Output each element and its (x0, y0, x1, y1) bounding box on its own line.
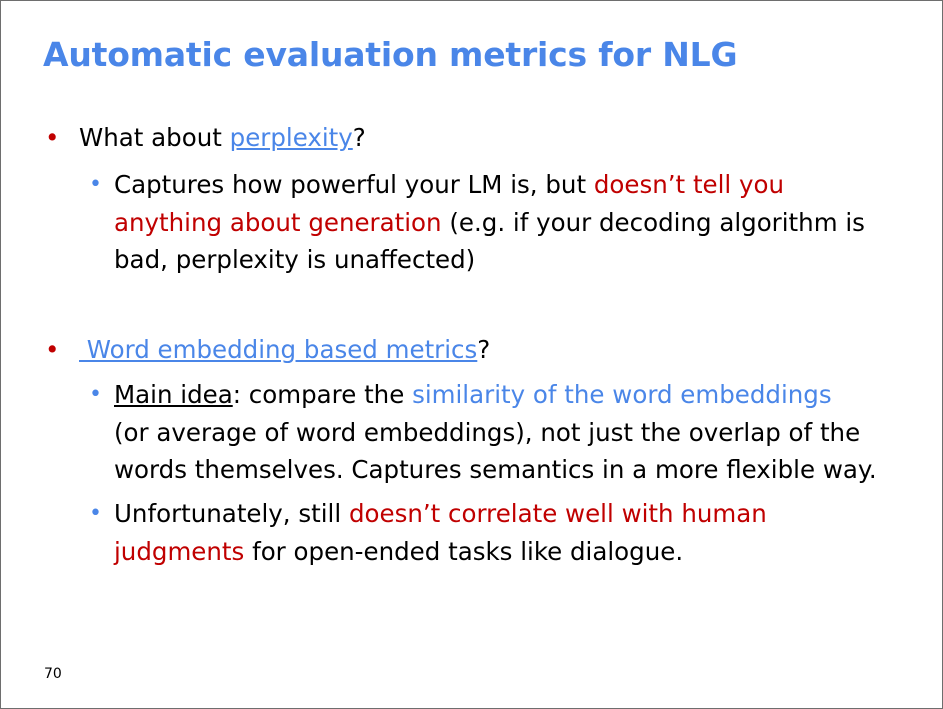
bullet-prefix: What about (79, 123, 230, 152)
emphasis-red-text: doesn’t correlate well with human (348, 499, 767, 528)
red-dot-bullet-icon: • (45, 123, 60, 152)
text-line: anything about generation (e.g. if your … (114, 204, 914, 242)
text-line: Captures how powerful your LM is, but do… (114, 166, 914, 204)
text-line: (or average of word embeddings), not jus… (114, 417, 861, 447)
blue-dot-bullet-icon: • (89, 382, 102, 407)
blue-dot-bullet-icon: • (89, 172, 102, 197)
emphasis-red-text: anything about generation (114, 207, 442, 237)
text-segment: Captures how powerful your LM is, but (114, 170, 594, 199)
text-segment: (e.g. if your decoding algorithm is (441, 207, 865, 237)
slide-title: Automatic evaluation metrics for NLG (43, 35, 738, 74)
text-segment: Unfortunately, still (114, 499, 349, 528)
perplexity-link[interactable]: perplexity (229, 123, 353, 152)
emphasis-blue-text: similarity of the word embeddings (412, 380, 832, 409)
text-line: Unfortunately, still doesn’t correlate w… (114, 495, 914, 533)
emphasis-red-text: judgments (114, 536, 245, 566)
text-segment: for open-ended tasks like dialogue. (244, 536, 684, 566)
sub-bullet-text: Captures how powerful your LM is, but do… (114, 166, 914, 279)
text-segment: : compare the (232, 380, 413, 409)
text-line: bad, perplexity is unaffected) (114, 245, 476, 274)
word-embedding-link[interactable]: Word embedding based metrics (79, 335, 478, 364)
bullet-text: Word embedding based metrics? (79, 331, 491, 368)
blue-dot-bullet-icon: • (89, 501, 102, 526)
text-line: judgments for open-ended tasks like dial… (114, 533, 914, 571)
bullet-suffix: ? (477, 335, 491, 364)
main-idea-label: Main idea (114, 380, 233, 409)
emphasis-red-text: doesn’t tell you (593, 170, 785, 199)
bullet-text: What about perplexity? (79, 119, 366, 156)
sub-bullet-text: Unfortunately, still doesn’t correlate w… (114, 495, 914, 570)
page-number: 70 (44, 666, 62, 682)
text-line: words themselves. Captures semantics in … (114, 455, 877, 484)
red-dot-bullet-icon: • (45, 335, 60, 364)
sub-bullet-text: Main idea: compare the similarity of the… (114, 376, 914, 489)
text-line: Main idea: compare the similarity of the… (114, 376, 914, 414)
bullet-suffix: ? (352, 123, 366, 152)
